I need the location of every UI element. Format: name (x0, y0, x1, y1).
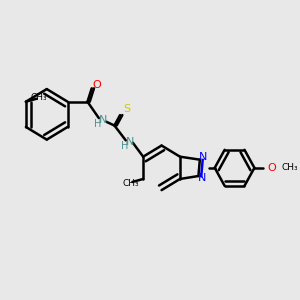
Text: N: N (198, 173, 206, 183)
Text: CH₃: CH₃ (281, 163, 298, 172)
Text: H: H (121, 141, 128, 151)
Text: S: S (124, 104, 131, 114)
Text: CH₃: CH₃ (122, 179, 139, 188)
Text: H: H (94, 119, 101, 129)
Text: N: N (99, 115, 107, 125)
Text: N: N (126, 137, 134, 147)
Text: N: N (199, 152, 207, 162)
Text: O: O (267, 163, 276, 173)
Text: O: O (92, 80, 101, 90)
Text: CH₃: CH₃ (30, 93, 47, 102)
